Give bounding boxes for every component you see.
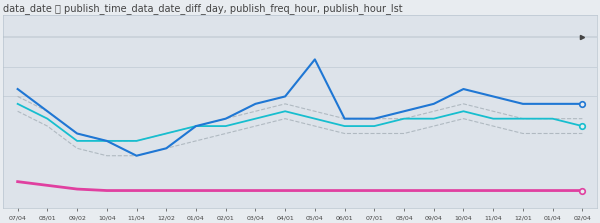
Text: data_date の publish_time_data_date_diff_day, publish_freq_hour, publish_hour_lst: data_date の publish_time_data_date_diff_… (3, 3, 403, 14)
